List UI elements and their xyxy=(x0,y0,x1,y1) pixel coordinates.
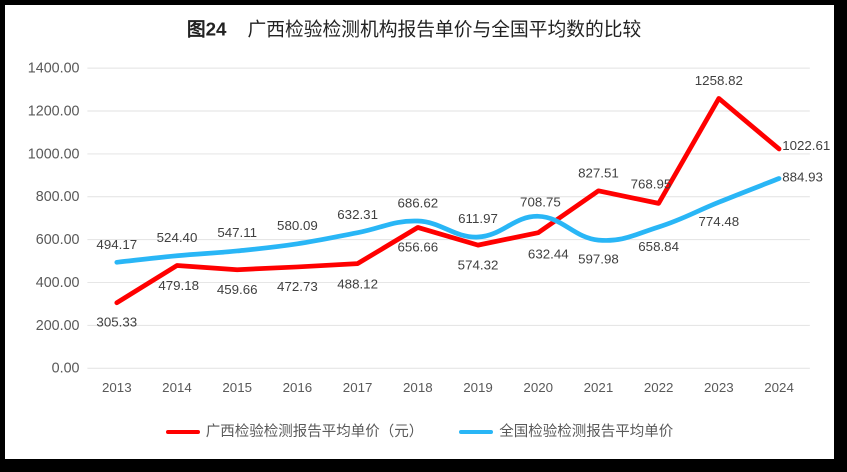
svg-text:800.00: 800.00 xyxy=(36,189,80,205)
svg-text:611.97: 611.97 xyxy=(458,211,498,226)
svg-text:2017: 2017 xyxy=(343,380,373,395)
svg-text:2020: 2020 xyxy=(523,380,553,395)
svg-text:2024: 2024 xyxy=(764,380,794,395)
svg-text:305.33: 305.33 xyxy=(96,315,137,330)
svg-text:2019: 2019 xyxy=(463,380,493,395)
svg-text:494.17: 494.17 xyxy=(96,237,137,252)
svg-text:图24 广西检验检测机构报告单价与全国平均数的比: 图24 广西检验检测机构报告单价与全国平均数的比较 xyxy=(187,19,642,40)
svg-text:479.18: 479.18 xyxy=(158,278,199,293)
svg-text:774.48: 774.48 xyxy=(698,214,739,229)
svg-text:2014: 2014 xyxy=(162,380,192,395)
svg-text:2013: 2013 xyxy=(102,380,132,395)
svg-text:2016: 2016 xyxy=(283,380,313,395)
svg-text:574.32: 574.32 xyxy=(458,258,499,273)
svg-text:2015: 2015 xyxy=(222,380,252,395)
svg-text:768.95: 768.95 xyxy=(631,177,672,192)
svg-text:656.66: 656.66 xyxy=(397,240,438,255)
svg-text:547.11: 547.11 xyxy=(217,225,257,240)
svg-text:1200.00: 1200.00 xyxy=(28,103,80,119)
svg-text:0.00: 0.00 xyxy=(52,361,80,377)
svg-text:1000.00: 1000.00 xyxy=(28,146,80,162)
svg-text:459.66: 459.66 xyxy=(217,282,258,297)
svg-text:580.09: 580.09 xyxy=(277,218,318,233)
svg-text:2022: 2022 xyxy=(644,380,674,395)
svg-text:827.51: 827.51 xyxy=(578,166,619,181)
svg-text:1022.61: 1022.61 xyxy=(782,138,830,153)
svg-text:488.12: 488.12 xyxy=(337,276,378,291)
svg-text:1400.00: 1400.00 xyxy=(28,61,80,77)
svg-text:472.73: 472.73 xyxy=(277,279,318,294)
svg-text:2018: 2018 xyxy=(403,380,433,395)
svg-text:600.00: 600.00 xyxy=(36,232,80,248)
svg-text:2023: 2023 xyxy=(704,380,734,395)
svg-text:686.62: 686.62 xyxy=(397,195,438,210)
svg-text:524.40: 524.40 xyxy=(157,230,198,245)
svg-text:632.31: 632.31 xyxy=(337,207,378,222)
svg-text:400.00: 400.00 xyxy=(36,275,80,291)
svg-text:2021: 2021 xyxy=(584,380,614,395)
svg-text:1258.82: 1258.82 xyxy=(695,73,743,88)
svg-text:597.98: 597.98 xyxy=(578,252,619,267)
svg-text:632.44: 632.44 xyxy=(528,247,569,262)
svg-text:884.93: 884.93 xyxy=(782,170,823,185)
svg-text:658.84: 658.84 xyxy=(638,239,679,254)
svg-text:200.00: 200.00 xyxy=(36,318,80,334)
svg-text:708.75: 708.75 xyxy=(520,194,561,209)
